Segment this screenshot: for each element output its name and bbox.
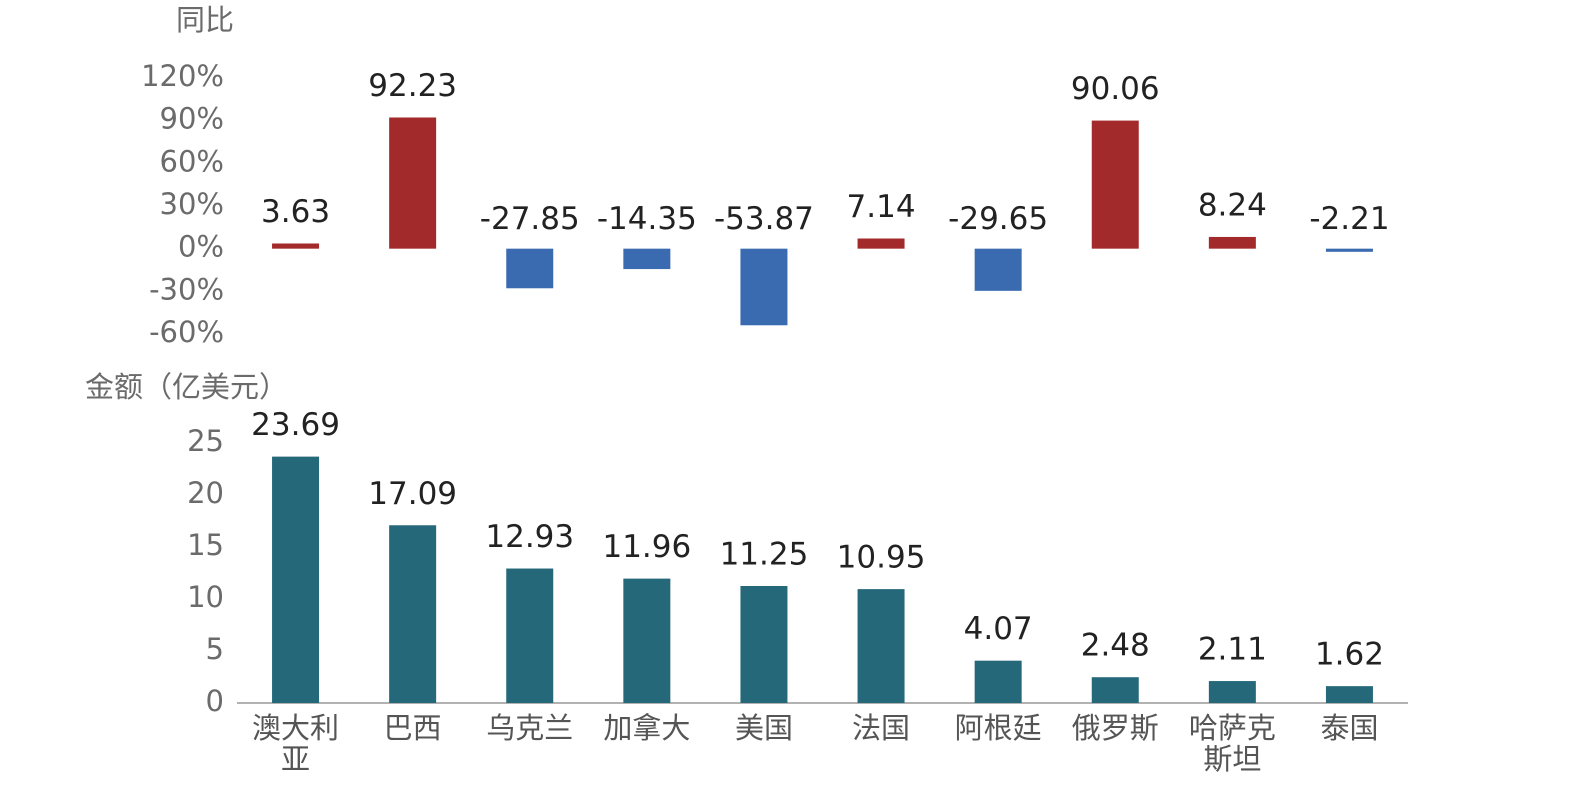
y-tick-label: 120%	[141, 59, 224, 93]
y-tick-label: 10	[187, 580, 224, 614]
data-label: 3.63	[261, 194, 330, 230]
x-tick-label: 巴西	[384, 711, 442, 745]
data-label: 1.62	[1315, 637, 1384, 673]
y-tick-label: -30%	[149, 272, 224, 306]
x-tick-label: 澳大利亚	[252, 711, 339, 776]
data-label: 11.25	[720, 537, 809, 573]
y-tick-label: 15	[187, 528, 224, 562]
y-tick-label: 0%	[178, 230, 224, 264]
y-axis-title: 同比	[176, 3, 234, 37]
label-line: 亚	[281, 742, 310, 776]
bar	[272, 243, 320, 249]
bar	[389, 117, 437, 249]
bar	[857, 238, 905, 249]
data-label: 92.23	[368, 68, 457, 104]
y-tick-label: 0	[206, 684, 224, 718]
data-label: -29.65	[948, 201, 1048, 237]
bar	[1091, 677, 1139, 703]
data-label: 90.06	[1071, 71, 1160, 107]
data-label: 2.48	[1081, 628, 1150, 664]
bar	[506, 568, 554, 703]
bar	[1208, 681, 1256, 703]
data-label: 10.95	[837, 540, 926, 576]
bar	[1325, 248, 1373, 252]
label-line: 哈萨克	[1189, 711, 1276, 745]
x-tick-label: 乌克兰	[486, 711, 573, 745]
y-tick-label: 5	[206, 632, 224, 666]
x-tick-label: 泰国	[1320, 711, 1378, 745]
bar	[1325, 686, 1373, 703]
data-label: 12.93	[485, 519, 574, 555]
data-label: 7.14	[847, 189, 916, 225]
bar	[389, 525, 437, 703]
data-label: -2.21	[1309, 201, 1389, 237]
bar	[857, 589, 905, 703]
x-tick-label: 法国	[852, 711, 910, 745]
bar	[623, 578, 671, 703]
y-axis-title: 金额（亿美元）	[85, 370, 288, 404]
bar	[974, 660, 1022, 703]
x-tick-label: 俄罗斯	[1072, 711, 1159, 745]
data-label: 2.11	[1198, 632, 1267, 668]
label-line: 澳大利	[252, 711, 339, 745]
data-label: 8.24	[1198, 187, 1267, 223]
x-tick-label: 哈萨克斯坦	[1189, 711, 1276, 776]
bar	[272, 456, 320, 703]
data-label: 17.09	[368, 476, 457, 512]
bar	[1091, 120, 1139, 249]
bar	[740, 586, 788, 703]
label-line: 斯坦	[1203, 742, 1261, 776]
data-label: -14.35	[597, 201, 697, 237]
y-tick-label: 30%	[160, 187, 224, 221]
bar	[740, 248, 788, 326]
x-tick-label: 加拿大	[603, 711, 690, 745]
bar	[1208, 236, 1256, 249]
data-label: 23.69	[251, 407, 340, 443]
y-tick-label: 60%	[160, 144, 224, 178]
data-label: -53.87	[714, 201, 814, 237]
data-label: -27.85	[480, 201, 580, 237]
y-tick-label: -60%	[149, 315, 224, 349]
y-tick-label: 25	[187, 424, 224, 458]
x-tick-label: 阿根廷	[955, 711, 1042, 745]
bar	[506, 248, 554, 289]
data-label: 4.07	[964, 611, 1033, 647]
x-tick-label: 美国	[735, 711, 793, 745]
y-tick-label: 90%	[160, 102, 224, 136]
data-label: 11.96	[602, 529, 691, 565]
y-tick-label: 20	[187, 476, 224, 510]
bar	[974, 248, 1022, 291]
bar	[623, 248, 671, 270]
